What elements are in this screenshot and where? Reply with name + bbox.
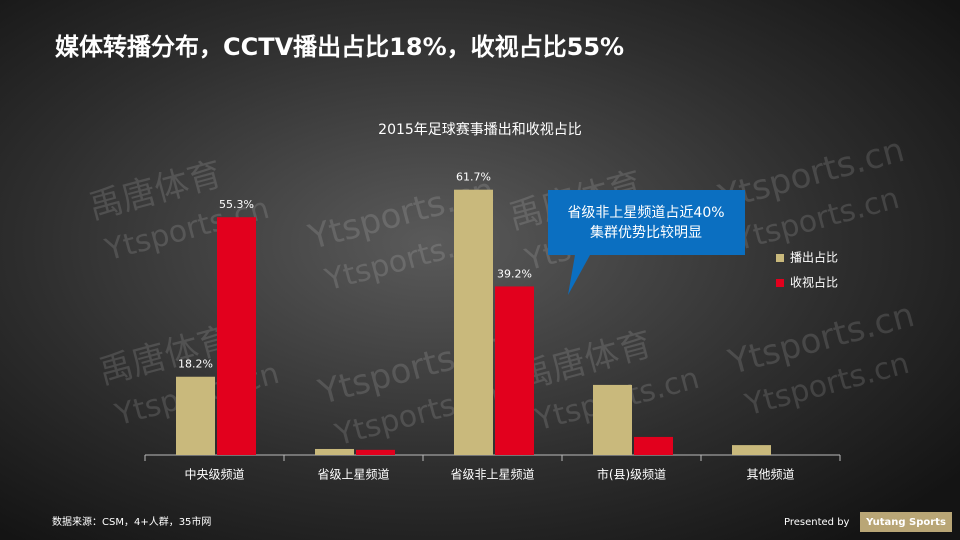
legend-swatch — [776, 279, 784, 287]
callout-text: 省级非上星频道占近40% — [567, 205, 724, 221]
bar — [176, 376, 215, 455]
x-tick-label: 其他频道 — [746, 468, 794, 482]
bar — [356, 449, 395, 455]
bar — [634, 436, 673, 455]
bar — [495, 286, 534, 455]
bar — [593, 384, 632, 455]
legend-swatch — [776, 254, 784, 262]
x-tick-label: 省级非上星频道 — [450, 468, 534, 482]
data-label: 55.3% — [219, 198, 254, 211]
source: 数据来源：CSM，4+人群，35市网 — [52, 515, 211, 528]
data-label: 18.2% — [178, 358, 213, 371]
presented-by: Presented by — [784, 517, 850, 528]
chart-title: 2015年足球赛事播出和收视占比 — [378, 122, 582, 138]
x-tick-label: 中央级频道 — [184, 467, 244, 482]
data-label: 39.2% — [497, 267, 532, 280]
legend-label: 收视占比 — [790, 275, 838, 290]
brand-box — [860, 512, 952, 532]
callout-box — [548, 190, 745, 295]
legend-label: 播出占比 — [790, 250, 838, 265]
bar — [732, 445, 771, 455]
bar — [454, 189, 493, 455]
data-label: 61.7% — [456, 171, 491, 184]
bar — [315, 448, 354, 455]
bar — [217, 217, 256, 455]
brand: Yutang Sports — [865, 517, 946, 528]
x-tick-label: 省级上星频道 — [317, 468, 389, 482]
x-tick-label: 市(县)级频道 — [597, 467, 666, 482]
callout-text: 集群优势比较明显 — [590, 224, 702, 241]
slide-title: 媒体转播分布，CCTV播出占比18%，收视占比55% — [55, 33, 624, 61]
